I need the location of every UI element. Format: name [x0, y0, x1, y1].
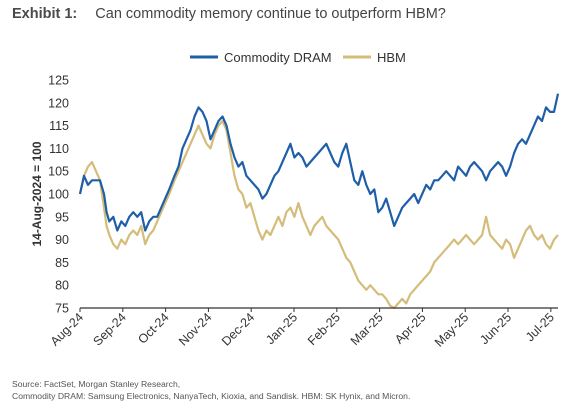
x-tick-label: Oct-24 — [135, 310, 171, 346]
y-tick-label: 110 — [49, 142, 69, 156]
x-tick-label: Nov-24 — [176, 310, 214, 348]
y-tick-label: 75 — [55, 302, 69, 316]
y-tick-label: 85 — [55, 256, 69, 270]
series-line-hbm — [78, 119, 559, 310]
x-tick-label: Jul-25 — [523, 310, 557, 344]
legend-label-hbm: HBM — [377, 50, 406, 65]
x-tick-label: Aug-24 — [48, 310, 86, 348]
y-axis-label: 14-Aug-2024 = 100 — [30, 141, 44, 246]
x-tick-label: Dec-24 — [219, 310, 257, 348]
chart-legend: Commodity DRAM HBM — [190, 50, 406, 65]
exhibit-label: Exhibit 1: — [12, 6, 78, 22]
source-note: Source: FactSet, Morgan Stanley Research… — [12, 379, 181, 389]
chart-footer: Source: FactSet, Morgan Stanley Research… — [12, 378, 410, 402]
series-lines — [78, 93, 560, 310]
x-axis-ticks: Aug-24 Sep-24 Oct-24 Nov-24 Dec-24 Jan-25 Feb-… — [48, 308, 557, 350]
y-axis-ticks: 75 80 85 90 95 100 105 110 115 120 125 — [48, 74, 69, 316]
x-tick-label: Apr-25 — [392, 310, 428, 346]
x-tick-label: May-25 — [432, 310, 471, 349]
y-tick-label: 90 — [55, 233, 69, 247]
x-tick-label: Jan-25 — [263, 310, 300, 347]
chart-title: Can commodity memory continue to outperf… — [95, 6, 446, 22]
line-chart: Commodity DRAM HBM 75 80 85 90 95 100 105 110 11… — [30, 50, 560, 350]
y-tick-label: 120 — [48, 96, 69, 110]
y-tick-label: 95 — [55, 210, 69, 224]
y-tick-label: 80 — [55, 279, 69, 293]
x-tick-label: Mar-25 — [348, 310, 386, 348]
x-tick-label: Jun-25 — [477, 310, 514, 347]
y-tick-label: 100 — [48, 188, 69, 202]
series-line-commodity-dram — [78, 93, 560, 232]
y-tick-label: 115 — [49, 119, 69, 133]
x-tick-label: Feb-25 — [305, 310, 343, 348]
series-definition-note: Commodity DRAM: Samsung Electronics, Nan… — [12, 391, 411, 401]
y-tick-label: 125 — [48, 74, 69, 88]
x-tick-label: Sep-24 — [91, 310, 129, 348]
y-tick-label: 105 — [48, 165, 69, 179]
exhibit-header: Exhibit 1: Can commodity memory continue… — [12, 6, 446, 22]
legend-label-dram: Commodity DRAM — [224, 50, 332, 65]
